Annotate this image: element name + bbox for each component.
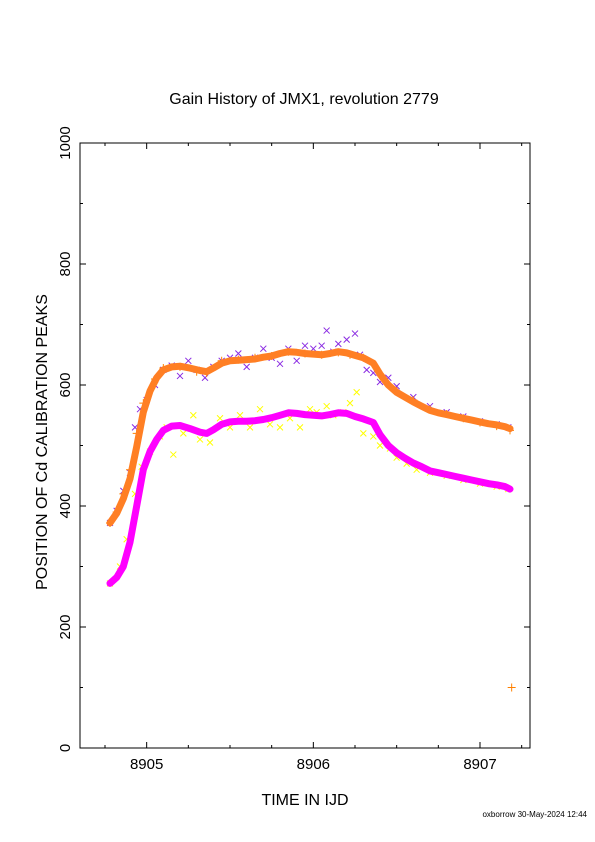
data-point xyxy=(359,430,367,437)
data-point xyxy=(343,336,351,343)
data-point xyxy=(256,405,264,413)
data-point xyxy=(507,683,516,692)
data-point xyxy=(169,451,177,458)
x-tick-labels: 8905 8906 8907 xyxy=(130,756,497,773)
plot-frame xyxy=(79,142,531,749)
data-point xyxy=(196,436,204,443)
data-point xyxy=(346,399,354,407)
x-tick-label: 8905 xyxy=(130,756,163,773)
y-tick-label: 0 xyxy=(57,744,74,752)
data-point xyxy=(296,423,304,431)
x-tick-label: 8907 xyxy=(463,756,496,773)
data-point xyxy=(323,402,331,410)
data-point xyxy=(276,423,284,431)
data-point xyxy=(293,357,301,365)
data-point xyxy=(246,423,254,431)
data-point xyxy=(266,420,274,428)
data-point xyxy=(276,360,284,368)
data-point xyxy=(234,350,242,357)
fit-curve-line xyxy=(106,409,514,587)
y-tick-label: 600 xyxy=(57,372,74,397)
data-point xyxy=(363,366,371,374)
data-point xyxy=(206,439,214,446)
data-point xyxy=(216,414,224,422)
data-point xyxy=(376,442,384,449)
data-point xyxy=(189,411,197,419)
data-point xyxy=(369,433,377,440)
data-point xyxy=(306,405,314,413)
chart-title: Gain History of JMX1, revolution 2779 xyxy=(169,91,439,108)
y-axis-title: POSITION OF Cd CALIBRATION PEAKS xyxy=(34,294,51,590)
data-point xyxy=(351,330,359,337)
footer-credit: oxborrow 30-May-2024 12:44 xyxy=(482,810,587,819)
data-point xyxy=(334,340,342,348)
y-tick-label: 200 xyxy=(57,614,74,639)
fit-curves xyxy=(106,348,514,587)
data-point xyxy=(301,342,309,350)
axis-ticks xyxy=(80,142,530,749)
data-points xyxy=(106,327,516,692)
data-point xyxy=(236,411,244,419)
data-point xyxy=(323,327,331,334)
data-point xyxy=(259,345,267,353)
data-point xyxy=(353,388,361,396)
data-point xyxy=(184,357,192,365)
y-tick-label: 400 xyxy=(57,493,74,518)
x-tick-label: 8906 xyxy=(297,756,330,773)
fit-curve-line xyxy=(106,348,514,527)
y-tick-label: 1000 xyxy=(57,126,74,159)
y-tick-label: 800 xyxy=(57,251,74,276)
data-point xyxy=(176,372,184,380)
x-axis-title: TIME IN IJD xyxy=(261,792,348,809)
data-point xyxy=(243,363,251,371)
data-point xyxy=(318,342,326,350)
y-tick-labels: 0 200 400 600 800 1000 xyxy=(57,126,74,752)
data-point xyxy=(179,430,187,437)
